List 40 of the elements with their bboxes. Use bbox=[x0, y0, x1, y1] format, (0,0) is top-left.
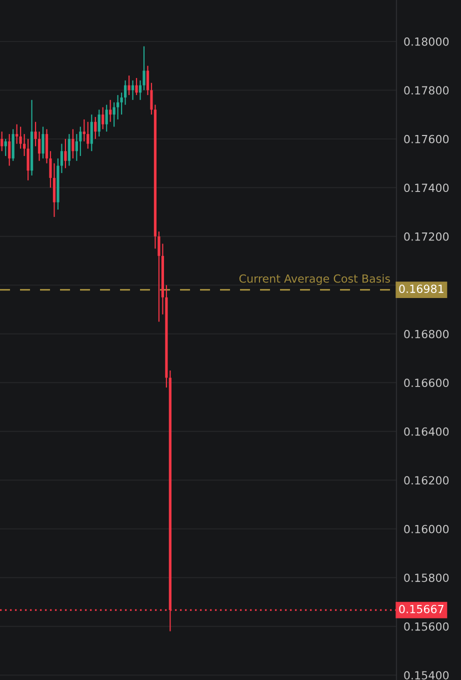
candlestick bbox=[135, 77, 138, 96]
text: 0.15667 bbox=[399, 604, 444, 614]
candlestick bbox=[16, 124, 18, 144]
y-tick-label: 0.16800 bbox=[404, 330, 449, 338]
y-tick-label: 0.17800 bbox=[404, 86, 449, 95]
candlestick bbox=[19, 126, 22, 150]
candlestick bbox=[26, 138, 30, 181]
candlestick bbox=[112, 102, 116, 128]
candlestick bbox=[90, 114, 93, 152]
candlestick bbox=[82, 118, 86, 142]
y-tick-label: 0.17400 bbox=[404, 184, 449, 192]
candlestick bbox=[64, 138, 67, 169]
y-tick-label: 0.15400 bbox=[404, 671, 449, 680]
candlestick bbox=[124, 80, 127, 106]
candlestick bbox=[38, 131, 41, 162]
candlestick bbox=[79, 126, 82, 157]
candlestick bbox=[75, 133, 78, 162]
ref-line-label: Current Average Cost Basis bbox=[239, 274, 390, 285]
candlestick bbox=[109, 99, 112, 122]
candlestick bbox=[86, 121, 90, 150]
y-tick-label: 0.16400 bbox=[404, 427, 449, 436]
candlestick bbox=[68, 133, 71, 166]
candlestick bbox=[128, 75, 130, 96]
y-tick-label: 0.16200 bbox=[404, 476, 449, 485]
candlestick bbox=[42, 126, 44, 159]
y-tick-label: 0.18000 bbox=[404, 37, 449, 46]
candlestick bbox=[105, 104, 108, 132]
y-tick-label: 0.17600 bbox=[404, 134, 449, 144]
candlestick bbox=[8, 133, 11, 166]
y-tick-label: 0.17200 bbox=[404, 232, 449, 241]
candlestick bbox=[94, 116, 97, 140]
candlestick bbox=[102, 106, 104, 130]
y-tick-label: 0.16000 bbox=[404, 524, 449, 534]
candlestick bbox=[98, 109, 100, 138]
y-tick-label: 0.16600 bbox=[404, 378, 449, 388]
y-tick-label: 0.15600 bbox=[404, 622, 449, 631]
candlestick bbox=[0, 131, 4, 152]
y-tick-label: 0.15800 bbox=[404, 574, 449, 582]
text: 0.16981 bbox=[399, 284, 444, 294]
candlestick bbox=[72, 128, 74, 159]
